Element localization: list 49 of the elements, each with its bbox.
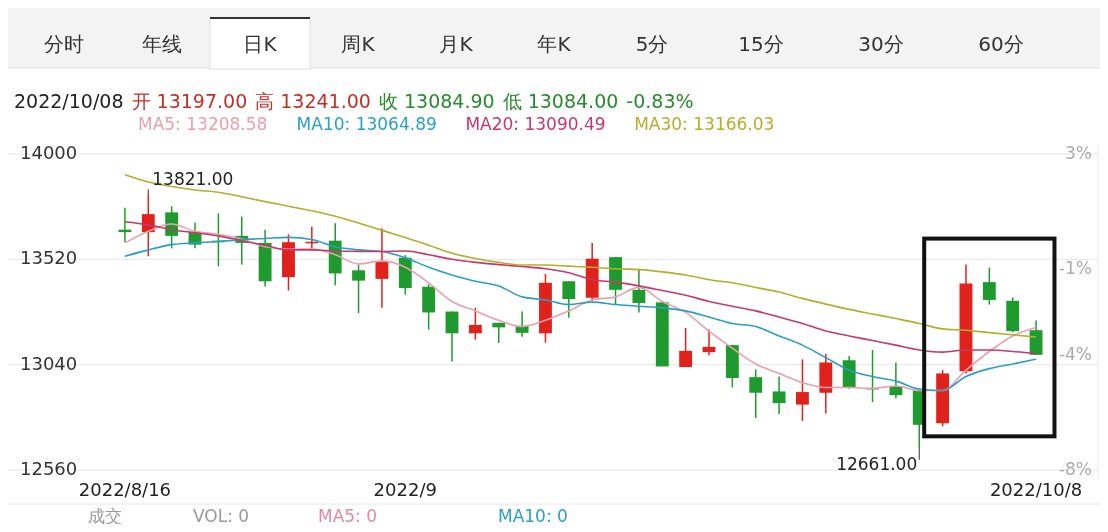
text: 高 13241.00 <box>255 90 371 112</box>
y-tick-label: 14000 <box>20 142 78 163</box>
x-tick-label: 2022/10/8 <box>989 479 1083 500</box>
candlestick <box>772 375 786 415</box>
text: 开 13197.00 <box>131 90 248 112</box>
text: VOL: 0 <box>193 506 250 526</box>
annotation: 12661.00 <box>836 453 918 474</box>
text: MA5: 13208.58 <box>138 114 268 134</box>
y2-tick-label: -8% <box>1058 459 1092 479</box>
candlestick <box>679 327 693 368</box>
text: 15分 <box>738 32 784 56</box>
candlestick <box>749 368 763 419</box>
text: 年线 <box>142 32 182 56</box>
text: 日K <box>243 32 278 56</box>
text: 2022/10/08 <box>14 90 124 112</box>
y-tick-label: 13520 <box>20 247 78 269</box>
text: 5分 <box>635 32 669 56</box>
candlestick <box>796 358 809 422</box>
text: MA20: 13090.49 <box>465 114 606 134</box>
candlestick <box>889 361 903 399</box>
text: MA5: 0 <box>318 506 378 526</box>
text: 低 13084.00 <box>502 90 619 112</box>
text: 月K <box>439 32 474 56</box>
candlestick <box>982 266 996 306</box>
candlestick <box>352 263 365 314</box>
candlestick <box>562 280 576 319</box>
text: MA10: 0 <box>498 506 568 526</box>
candlestick <box>445 310 459 363</box>
text: 年K <box>537 32 572 56</box>
text: 30分 <box>858 32 904 56</box>
text: -0.83% <box>626 90 694 112</box>
x-tick-label: 2022/8/16 <box>78 479 172 500</box>
y-tick-label: 13040 <box>20 352 78 374</box>
candlestick <box>375 227 389 309</box>
text: MA10: 13064.89 <box>296 114 437 134</box>
candlestick <box>468 307 482 341</box>
y2-tick-label: 3% <box>1065 143 1092 163</box>
y2-tick-label: -1% <box>1058 257 1092 278</box>
y-tick-label: 12560 <box>20 458 78 479</box>
text: MA30: 13166.03 <box>634 114 775 134</box>
text: 收 13084.90 <box>378 90 495 112</box>
text: 60分 <box>978 32 1024 56</box>
candlestick <box>632 268 646 314</box>
y2-tick-label: -4% <box>1058 344 1092 365</box>
annotation: 13821.00 <box>152 169 234 190</box>
text: 分时 <box>44 32 84 56</box>
text: 成交 <box>88 506 122 526</box>
text: 周K <box>341 32 376 56</box>
x-tick-label: 2022/9 <box>373 479 437 500</box>
